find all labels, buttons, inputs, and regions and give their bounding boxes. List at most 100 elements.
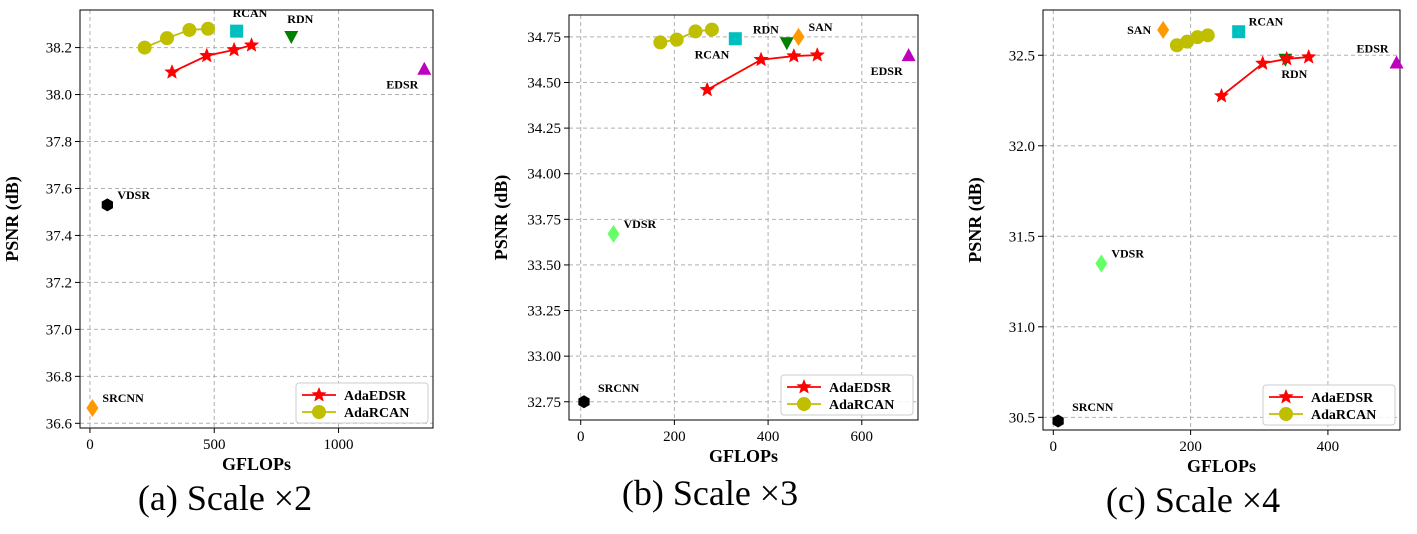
rcan-point <box>1232 25 1246 39</box>
adarcan-point <box>653 35 668 50</box>
y-tick-label: 37.0 <box>46 322 72 338</box>
adaedsr-point <box>226 41 242 57</box>
legend-label-adaedsr: AdaEDSR <box>1311 391 1374 406</box>
rcan-label: RCAN <box>695 48 730 62</box>
adaedsr-line <box>171 44 252 74</box>
y-tick-label: 38.2 <box>46 41 72 57</box>
legend-label-adarcan: AdaRCAN <box>1311 408 1376 423</box>
x-tick-label: 200 <box>1179 439 1202 455</box>
legend: AdaEDSR AdaRCAN <box>780 374 914 416</box>
adaedsr-point <box>164 64 180 79</box>
panel-caption: (c) Scale ×4 <box>1106 480 1280 520</box>
legend-box <box>295 382 429 424</box>
y-tick-label: 34.25 <box>527 121 561 137</box>
y-axis-label: PSNR (dB) <box>491 175 512 261</box>
adarcan-point <box>688 24 703 39</box>
rcan-label: RCAN <box>1249 15 1284 29</box>
chart-panel-3: 0 200 400 30.5 31.0 31.5 32.0 32.5 GFLOPs PSNR (d… <box>965 9 1404 520</box>
vdsr-label: VDSR <box>1111 246 1144 260</box>
x-tick-label: 0 <box>86 437 94 453</box>
edsr-label: EDSR <box>1357 42 1389 56</box>
panel-caption: (a) Scale ×2 <box>138 478 312 518</box>
plot-frame <box>1042 9 1401 431</box>
legend-box <box>780 374 914 416</box>
legend-label-adarcan: AdaRCAN <box>829 398 894 413</box>
adaedsr-line <box>1220 56 1309 97</box>
legend-marker-adaedsr <box>311 386 327 402</box>
x-axis-label: GFLOPs <box>222 454 291 474</box>
rdn-label: RDN <box>753 22 779 36</box>
adaedsr-point <box>786 47 802 63</box>
plot-frame <box>568 14 919 421</box>
rdn-point <box>284 31 299 45</box>
san-label: SAN <box>1127 23 1151 37</box>
legend: AdaEDSR AdaRCAN <box>295 382 429 424</box>
san-point <box>792 27 805 46</box>
adaedsr-point <box>1213 87 1230 103</box>
legend-label-adaedsr: AdaEDSR <box>829 381 892 396</box>
adaedsr-point <box>243 37 260 52</box>
x-tick-label: 500 <box>203 437 226 453</box>
y-tick-label: 32.0 <box>1009 139 1035 155</box>
y-tick-label: 31.0 <box>1009 320 1035 336</box>
adarcan-point <box>137 40 152 55</box>
x-tick-label: 400 <box>757 429 780 445</box>
adaedsr-point <box>1300 48 1317 64</box>
edsr-label: EDSR <box>871 64 903 78</box>
adarcan-point <box>669 32 684 47</box>
srcnn-label: SRCNN <box>102 391 144 405</box>
vdsr-point <box>607 224 620 243</box>
adarcan-line <box>144 27 209 49</box>
x-axis-label: GFLOPs <box>1187 456 1256 476</box>
adaedsr-point <box>1278 50 1295 66</box>
vdsr-label: VDSR <box>117 188 150 202</box>
adarcan-point <box>182 22 197 37</box>
x-axis-label: GFLOPs <box>709 446 778 466</box>
rcan-point <box>728 32 742 46</box>
panel-caption: (b) Scale ×3 <box>622 473 798 513</box>
adaedsr-point <box>198 47 215 63</box>
vdsr-point <box>101 198 113 212</box>
vdsr-point <box>1095 254 1108 273</box>
legend-box <box>1262 384 1396 426</box>
adarcan-point <box>1200 28 1215 43</box>
adaedsr-point <box>809 46 826 62</box>
adaedsr-line <box>706 54 818 91</box>
y-tick-label: 33.50 <box>527 258 561 274</box>
adarcan-line <box>660 28 712 44</box>
rcan-point <box>230 24 244 38</box>
san-label: SAN <box>809 20 833 34</box>
y-tick-label: 31.5 <box>1009 229 1035 245</box>
y-tick-label: 32.75 <box>527 395 561 411</box>
y-tick-label: 34.50 <box>527 76 561 92</box>
y-tick-label: 32.5 <box>1009 48 1035 64</box>
adarcan-point <box>160 31 175 46</box>
x-tick-label: 600 <box>851 429 874 445</box>
adarcan-point <box>201 21 216 36</box>
x-tick-label: 200 <box>663 429 686 445</box>
chart-panel-1: 0 500 1000 36.6 36.8 37.0 37.2 37.4 37.6 37.8 38.0… <box>2 6 434 518</box>
srcnn-point <box>86 399 99 418</box>
adaedsr-point <box>753 51 769 67</box>
legend: AdaEDSR AdaRCAN <box>1262 384 1396 426</box>
adaedsr-point <box>1254 55 1271 71</box>
plot-frame <box>79 9 434 429</box>
x-tick-label: 0 <box>1050 439 1058 455</box>
y-tick-label: 37.2 <box>46 275 72 291</box>
y-axis-label: PSNR (dB) <box>2 176 23 262</box>
rdn-label: RDN <box>1281 67 1307 81</box>
rdn-label: RDN <box>287 12 313 26</box>
y-tick-label: 30.5 <box>1009 410 1035 426</box>
rdn-point <box>779 37 794 51</box>
x-tick-label: 0 <box>577 429 585 445</box>
y-tick-label: 33.00 <box>527 349 561 365</box>
legend-marker-adarcan <box>1279 407 1293 421</box>
y-tick-label: 37.4 <box>46 228 73 244</box>
edsr-point <box>901 48 916 62</box>
x-tick-label: 400 <box>1317 439 1340 455</box>
y-tick-label: 36.6 <box>46 416 73 432</box>
legend-marker-adarcan <box>797 397 811 411</box>
srcnn-label: SRCNN <box>1072 400 1114 414</box>
rcan-label: RCAN <box>233 6 268 20</box>
